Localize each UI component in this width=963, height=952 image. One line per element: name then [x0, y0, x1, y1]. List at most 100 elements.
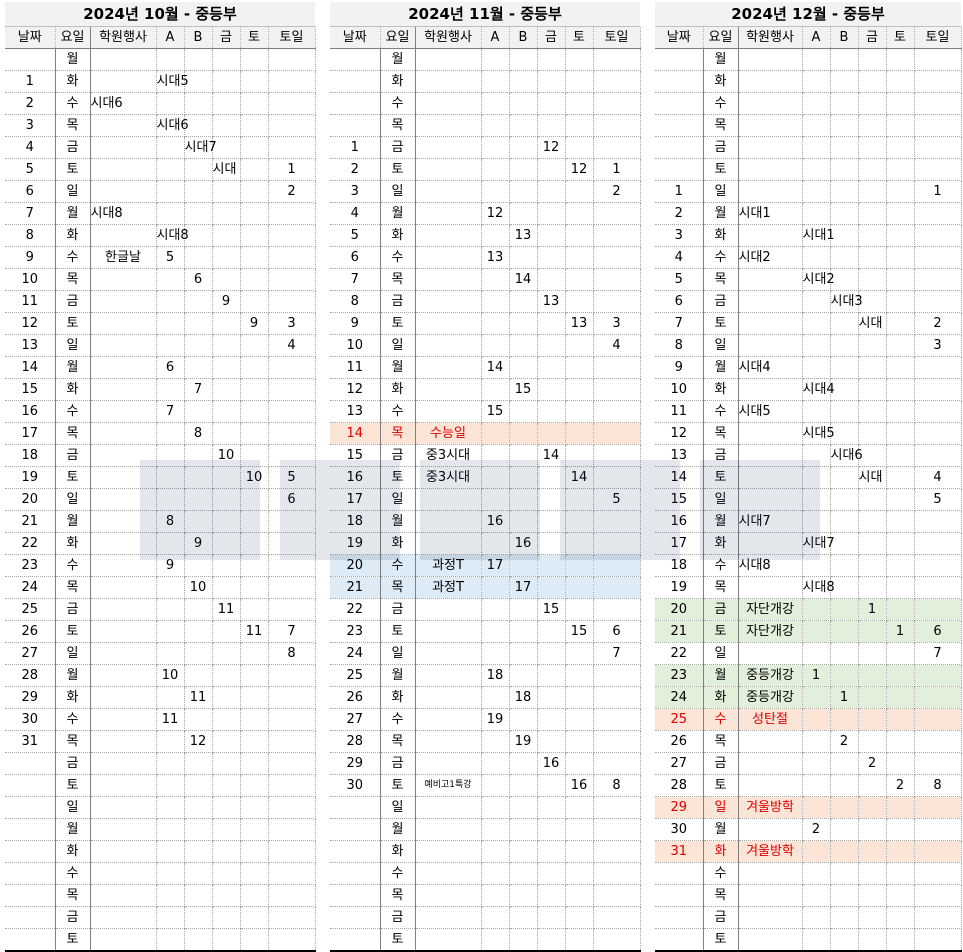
- date-cell: 31: [5, 730, 56, 753]
- session-cell: [212, 752, 241, 775]
- weekday-cell: 토: [703, 158, 739, 181]
- session-cell: [565, 378, 594, 401]
- weekday-cell: 월: [380, 818, 416, 841]
- table-row: 6 수 13: [330, 246, 641, 269]
- date-cell: [655, 906, 704, 929]
- session-cell: [184, 510, 213, 533]
- table-row: 화: [330, 70, 641, 93]
- session-cell: [802, 928, 831, 952]
- weekday-cell: 월: [55, 202, 91, 225]
- session-cell: [830, 554, 859, 577]
- session-cell: [240, 356, 269, 379]
- session-cell: [509, 70, 538, 93]
- event-cell: 자단개강: [738, 620, 803, 643]
- date-cell: 27: [655, 752, 704, 775]
- session-cell: [268, 136, 316, 159]
- session-cell: [886, 202, 915, 225]
- weekday-cell: 월: [55, 48, 91, 71]
- session-cell: [212, 224, 241, 247]
- session-cell: [886, 378, 915, 401]
- session-cell: [858, 554, 887, 577]
- column-header: 토: [565, 27, 594, 49]
- session-cell: [830, 70, 859, 93]
- session-cell: [830, 334, 859, 357]
- session-cell: [481, 642, 510, 665]
- date-cell: 5: [655, 268, 704, 291]
- session-cell: [886, 92, 915, 115]
- date-cell: [330, 114, 381, 137]
- session-cell: [802, 620, 831, 643]
- session-cell: [830, 158, 859, 181]
- session-cell: 3: [593, 312, 641, 335]
- session-cell: [184, 246, 213, 269]
- event-cell: [415, 356, 482, 379]
- weekday-cell: 토: [380, 158, 416, 181]
- weekday-cell: 수: [380, 246, 416, 269]
- session-cell: [886, 180, 915, 203]
- session-cell: [481, 884, 510, 907]
- session-cell: [830, 774, 859, 797]
- weekday-cell: 금: [380, 290, 416, 313]
- event-cell: [415, 664, 482, 687]
- session-cell: [212, 642, 241, 665]
- table-row: 22 일 7: [655, 642, 962, 665]
- weekday-cell: 토: [55, 466, 91, 489]
- weekday-cell: 목: [380, 268, 416, 291]
- session-cell: [268, 576, 316, 599]
- session-cell: 5: [914, 488, 962, 511]
- session-cell: [268, 92, 316, 115]
- weekday-cell: 월: [55, 510, 91, 533]
- session-cell: [914, 92, 962, 115]
- session-cell: [830, 356, 859, 379]
- event-cell: [738, 70, 803, 93]
- weekday-cell: 화: [55, 224, 91, 247]
- session-cell: [212, 70, 241, 93]
- month-title: 2024년 12월 - 중등부: [655, 2, 961, 27]
- event-cell: [415, 246, 482, 269]
- session-cell: [886, 224, 915, 247]
- session-cell: [156, 444, 185, 467]
- session-cell: [565, 752, 594, 775]
- weekday-cell: 화: [703, 840, 739, 863]
- session-cell: [184, 158, 213, 181]
- date-cell: 29: [330, 752, 381, 775]
- session-cell: [212, 466, 241, 489]
- date-cell: [655, 70, 704, 93]
- event-cell: [90, 180, 157, 203]
- session-cell: [858, 884, 887, 907]
- session-cell: [914, 730, 962, 753]
- session-cell: [830, 752, 859, 775]
- event-cell: [738, 576, 803, 599]
- session-cell: [240, 400, 269, 423]
- weekday-cell: 월: [380, 356, 416, 379]
- weekday-cell: 수: [703, 400, 739, 423]
- event-cell: 시대5: [738, 400, 803, 423]
- session-cell: [914, 818, 962, 841]
- date-cell: 1: [330, 136, 381, 159]
- weekday-cell: 화: [380, 686, 416, 709]
- event-cell: 중3시대: [415, 466, 482, 489]
- event-cell: 시대2: [738, 246, 803, 269]
- weekday-cell: 목: [380, 730, 416, 753]
- event-cell: [415, 840, 482, 863]
- weekday-cell: 화: [55, 70, 91, 93]
- event-cell: 성탄절: [738, 708, 803, 731]
- session-cell: [156, 488, 185, 511]
- event-cell: [738, 180, 803, 203]
- event-cell: [738, 268, 803, 291]
- session-cell: [212, 686, 241, 709]
- column-header: 학원행사: [738, 27, 803, 49]
- session-cell: [565, 796, 594, 819]
- column-header: 토: [886, 27, 915, 49]
- session-cell: [593, 70, 641, 93]
- session-cell: 2: [830, 730, 859, 753]
- session-cell: [268, 532, 316, 555]
- date-cell: 6: [5, 180, 56, 203]
- session-cell: [858, 708, 887, 731]
- session-cell: [914, 708, 962, 731]
- table-row: 27 금 2: [655, 752, 962, 775]
- session-cell: [914, 202, 962, 225]
- session-cell: [858, 620, 887, 643]
- session-cell: 9: [240, 312, 269, 335]
- table-row: 15 일 5: [655, 488, 962, 511]
